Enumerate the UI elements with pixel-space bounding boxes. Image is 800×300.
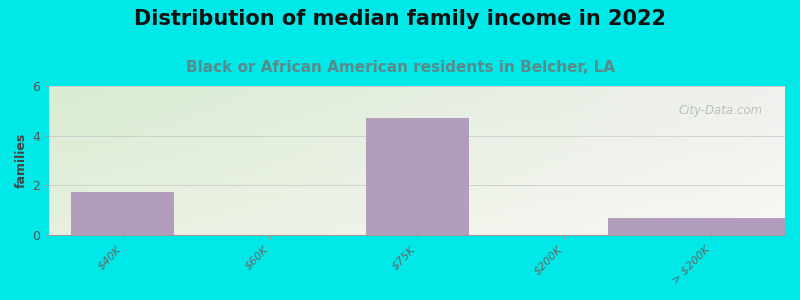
Text: Black or African American residents in Belcher, LA: Black or African American residents in B…	[186, 60, 614, 75]
Bar	[366, 118, 469, 235]
Bar	[609, 218, 785, 235]
Text: City-Data.com: City-Data.com	[679, 104, 763, 117]
Bar	[71, 192, 174, 235]
Y-axis label: families: families	[15, 133, 28, 188]
Text: Distribution of median family income in 2022: Distribution of median family income in …	[134, 9, 666, 29]
